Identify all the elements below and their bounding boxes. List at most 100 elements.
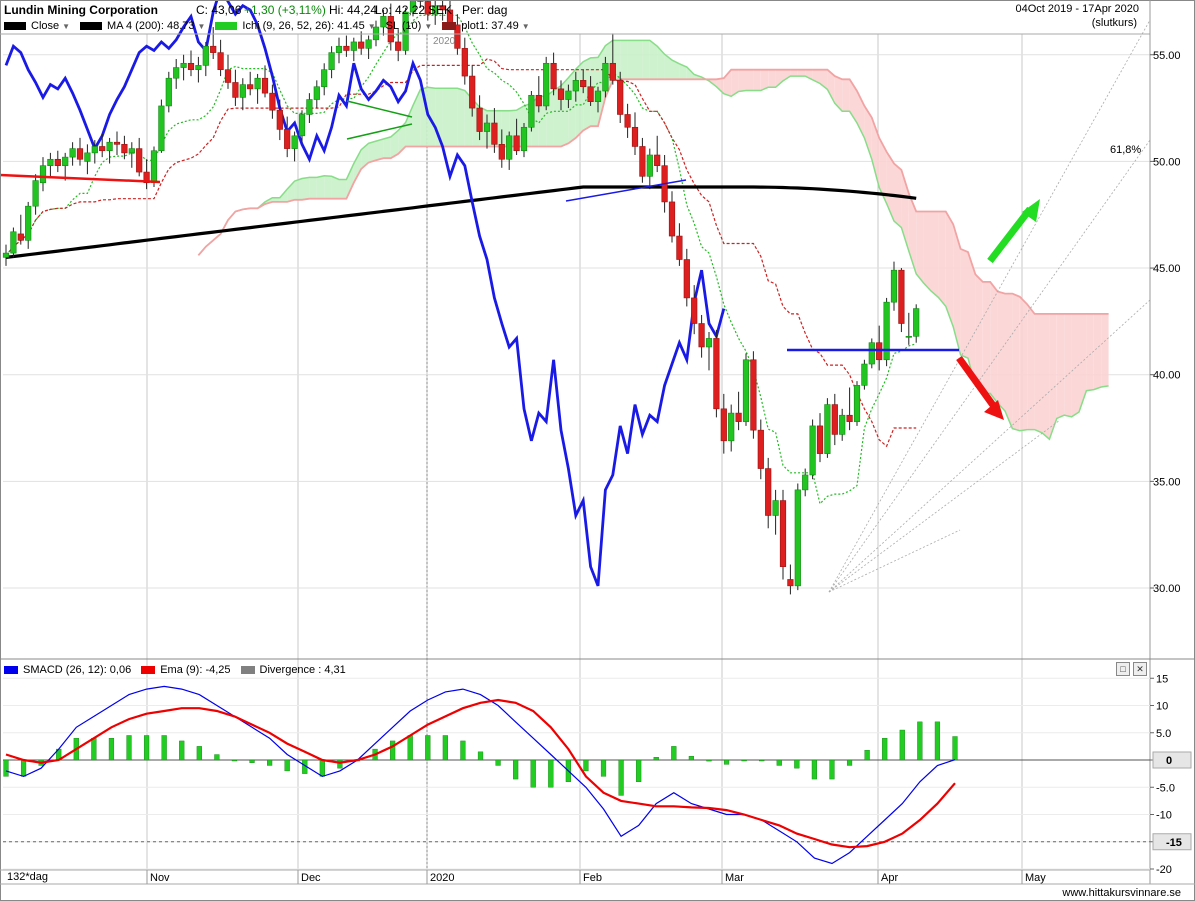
candle-up — [372, 26, 380, 41]
chevron-down-icon[interactable]: ▼ — [62, 21, 71, 31]
legend-divergence-swatch — [240, 666, 255, 674]
candle-up — [291, 135, 298, 149]
macd-panel: 15 10 5.0 0 -5.0 -10 -15 -20 — [3, 673, 1192, 876]
cloud-segment — [346, 163, 354, 199]
legend-ma[interactable]: MA 4 (200): 48.73 ▼ — [80, 20, 205, 32]
low-value: Lo: 42,22 — [375, 3, 426, 17]
senkou-b-line — [197, 68, 1109, 315]
cloud-segment — [960, 248, 968, 359]
divergence-bar — [882, 738, 888, 761]
cloud-segment — [294, 178, 302, 200]
cloud-segment — [1049, 313, 1057, 440]
candle-up — [158, 105, 165, 152]
drawing-tools — [0, 19, 1151, 593]
cloud-segment — [1005, 293, 1013, 429]
candle-down — [461, 48, 468, 77]
candle-up — [350, 41, 357, 51]
chevron-down-icon[interactable]: ▼ — [424, 21, 433, 31]
divergence-bar — [407, 735, 413, 761]
candle-up — [705, 338, 713, 348]
candle-down — [284, 129, 291, 149]
smacd-line — [5, 685, 956, 865]
candle-down — [136, 148, 143, 173]
month-label: Nov — [150, 872, 170, 884]
month-label: 2020 — [430, 872, 454, 884]
watermark: www.hittakursvinnare.se — [1062, 887, 1181, 899]
candle-down — [269, 92, 276, 111]
cloud-segment — [368, 141, 376, 163]
cloud-segment — [287, 181, 295, 202]
cloud-segment — [538, 96, 547, 147]
cloud-segment — [879, 137, 887, 204]
candle-down — [261, 77, 269, 94]
divergence-bar — [425, 735, 431, 761]
cloud-segment — [686, 67, 695, 80]
candle-up — [328, 52, 335, 70]
close-panel-icon[interactable]: ✕ — [1133, 662, 1147, 676]
candle-up — [506, 135, 513, 160]
candle-up — [10, 231, 17, 254]
candle-up — [802, 474, 809, 491]
candle-down — [17, 233, 24, 241]
legend-plot-swatch — [442, 22, 457, 30]
cloud-segment — [376, 139, 384, 161]
cloud-segment — [583, 57, 591, 131]
divergence-bar — [460, 740, 466, 761]
divergence-bar — [917, 721, 923, 761]
candle-up — [809, 425, 816, 476]
candle-up — [306, 99, 313, 115]
cloud-segment — [931, 211, 939, 298]
ema-line — [5, 698, 956, 849]
legend-sl[interactable]: SL (10) ▼ — [386, 20, 433, 32]
divergence-bar — [706, 759, 712, 762]
year-marker: 2020 — [433, 36, 456, 47]
divergence-bar — [91, 738, 97, 761]
cloud-segment — [627, 40, 635, 80]
candle-down — [439, 5, 446, 11]
divergence-bar — [759, 759, 765, 762]
cloud-segment — [953, 224, 961, 355]
legend-smacd[interactable]: SMACD (26, 12): 0,06 — [4, 664, 131, 676]
candle-down — [580, 80, 587, 88]
blue-trend-line — [565, 179, 687, 202]
fibonacci-fan-line — [828, 299, 1151, 593]
candle-up — [742, 359, 750, 422]
bullish-arrow-head — [1022, 199, 1040, 222]
macd-tick-label: -10 — [1156, 810, 1172, 822]
chevron-down-icon[interactable]: ▼ — [521, 21, 530, 31]
legend-close[interactable]: Close ▼ — [4, 20, 70, 32]
cloud-segment — [982, 281, 991, 394]
legend-divergence[interactable]: Divergence : 4,31 — [240, 664, 346, 676]
cloud-segment — [805, 69, 813, 80]
legend-ichi[interactable]: Ichi (9, 26, 52, 26): 41.45 ▼ — [215, 20, 376, 32]
candle-down — [654, 154, 661, 166]
price-tick-label: 35.00 — [1153, 476, 1181, 488]
divergence-bar — [267, 759, 273, 766]
chevron-down-icon[interactable]: ▼ — [367, 21, 376, 31]
candle-up — [483, 122, 491, 132]
candle-down — [816, 425, 824, 454]
legend-ema[interactable]: Ema (9): -4,25 — [141, 664, 231, 676]
cloud-segment — [642, 40, 650, 80]
cloud-segment — [827, 69, 835, 104]
chevron-down-icon[interactable]: ▼ — [197, 21, 206, 31]
candle-down — [757, 429, 764, 469]
divergence-bar — [214, 754, 220, 761]
candle-down — [765, 468, 772, 516]
resistance-line — [0, 173, 161, 184]
legend-divergence-label: Divergence : 4,31 — [259, 664, 346, 676]
divergence-bar — [618, 759, 624, 796]
cloud-segment — [834, 76, 843, 112]
divergence-bar — [671, 746, 677, 761]
divergence-bar — [20, 759, 27, 777]
cloud-segment — [1012, 293, 1020, 431]
cloud-segment — [790, 69, 798, 77]
candle-up — [432, 5, 439, 15]
candle-up — [47, 158, 54, 166]
month-label: Mar — [725, 872, 744, 884]
divergence-bar — [899, 729, 905, 761]
cloud-segment — [553, 85, 561, 147]
maximize-panel-icon[interactable]: □ — [1116, 662, 1130, 676]
legend-plot[interactable]: plot1: 37.49 ▼ — [442, 20, 530, 32]
